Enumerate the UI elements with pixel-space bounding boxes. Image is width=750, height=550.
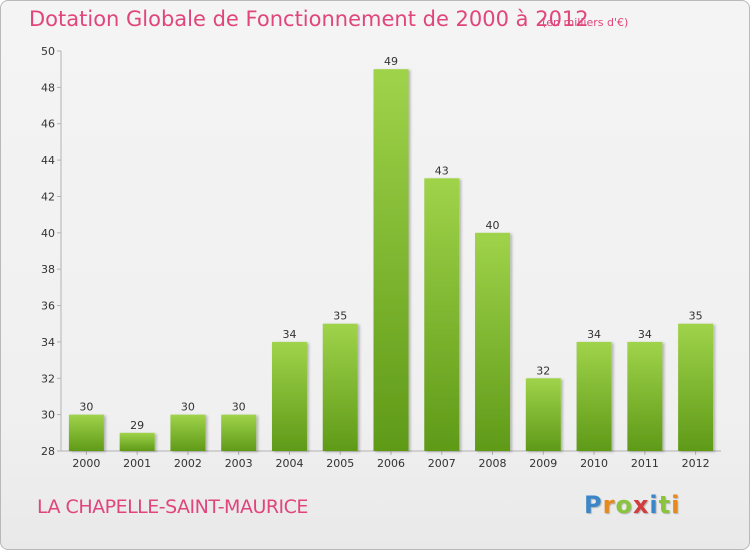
bar xyxy=(475,232,511,451)
bar-value-label: 43 xyxy=(435,164,449,177)
x-tick-label: 2005 xyxy=(326,457,354,470)
x-tick-label: 2009 xyxy=(529,457,557,470)
bar-value-label: 30 xyxy=(232,401,246,414)
y-tick-label: 46 xyxy=(41,118,55,131)
y-tick-label: 36 xyxy=(41,300,55,313)
brand-letter: P xyxy=(584,491,603,519)
x-tick-label: 2006 xyxy=(377,457,405,470)
x-tick-label: 2004 xyxy=(275,457,303,470)
bar xyxy=(424,178,460,452)
y-tick-label: 44 xyxy=(41,154,55,167)
bar-value-label: 29 xyxy=(130,419,144,432)
x-tick-label: 2011 xyxy=(631,457,659,470)
bar-value-label: 32 xyxy=(536,364,550,377)
bar-series: 30 29 30 30 34 35 49 43 40 32 34 34 35 xyxy=(68,55,714,452)
bar-value-label: 34 xyxy=(282,328,296,341)
brand-letter: i xyxy=(649,491,659,519)
location-label: LA CHAPELLE-SAINT-MAURICE xyxy=(37,496,308,518)
x-axis: 2000 2001 2002 2003 2004 2005 2006 2007 2008 2009… xyxy=(61,450,721,470)
bar xyxy=(170,414,206,451)
y-tick-label: 32 xyxy=(41,372,55,385)
bar xyxy=(576,341,612,451)
bar xyxy=(525,378,561,451)
bar xyxy=(119,432,155,451)
bar-value-label: 34 xyxy=(638,328,652,341)
bar xyxy=(68,414,104,451)
bar xyxy=(678,323,714,451)
x-tick-label: 2012 xyxy=(682,457,710,470)
brand-logo: Proxiti xyxy=(584,491,680,519)
bar xyxy=(373,69,409,451)
x-tick-label: 2003 xyxy=(225,457,253,470)
bar xyxy=(627,341,663,451)
bar-value-label: 49 xyxy=(384,55,398,68)
x-tick-label: 2002 xyxy=(174,457,202,470)
x-tick-label: 2010 xyxy=(580,457,608,470)
bar-value-label: 30 xyxy=(181,401,195,414)
y-tick-label: 42 xyxy=(41,190,55,203)
y-tick-label: 34 xyxy=(41,336,55,349)
bar xyxy=(322,323,358,451)
brand-letter: t xyxy=(658,491,672,519)
x-tick-label: 2001 xyxy=(123,457,151,470)
x-tick-label: 2007 xyxy=(428,457,456,470)
bar-value-label: 35 xyxy=(333,310,347,323)
y-tick-label: 40 xyxy=(41,227,55,240)
bar-value-label: 40 xyxy=(486,219,500,232)
bar-value-label: 35 xyxy=(689,310,703,323)
brand-letter: o xyxy=(615,491,633,519)
y-tick-label: 50 xyxy=(41,45,55,58)
y-tick-label: 30 xyxy=(41,409,55,422)
y-axis: 28 30 32 34 36 38 40 42 44 46 48 50 xyxy=(41,45,62,458)
brand-letter: x xyxy=(632,491,650,519)
x-tick-label: 2008 xyxy=(479,457,507,470)
y-tick-label: 38 xyxy=(41,263,55,276)
brand-letter: i xyxy=(671,491,681,519)
bar-value-label: 34 xyxy=(587,328,601,341)
brand-letter: r xyxy=(602,491,616,519)
bar xyxy=(221,414,257,451)
chart-title: Dotation Globale de Fonctionnement de 20… xyxy=(29,7,589,31)
x-tick-label: 2000 xyxy=(72,457,100,470)
y-tick-label: 48 xyxy=(41,81,55,94)
bar-value-label: 30 xyxy=(79,401,93,414)
bar xyxy=(271,341,307,451)
chart-subtitle: (en milliers d'€) xyxy=(542,16,629,29)
y-tick-label: 28 xyxy=(41,445,55,458)
